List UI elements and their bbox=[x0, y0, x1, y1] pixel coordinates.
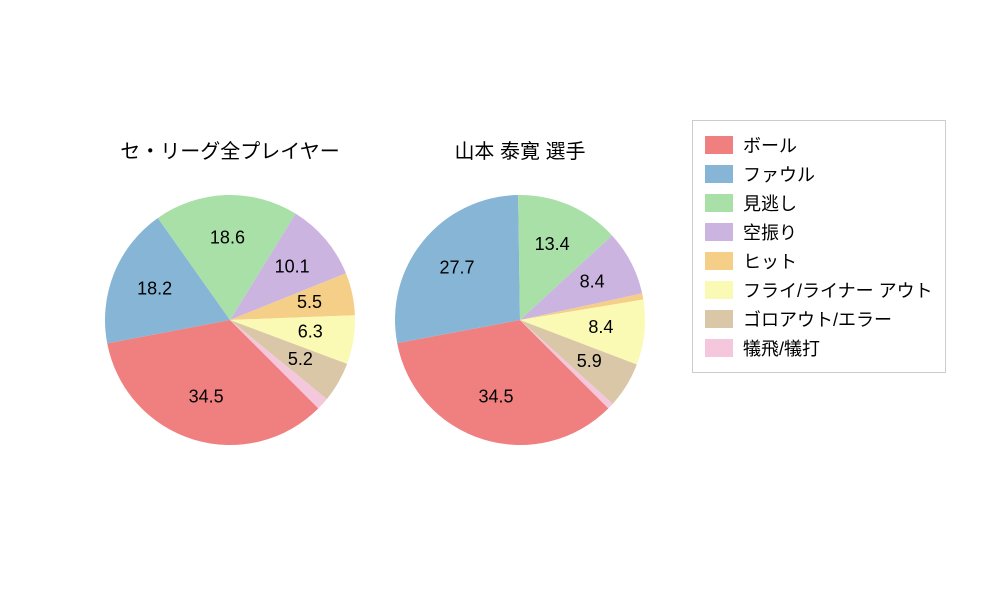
legend-item: ゴロアウト/エラー bbox=[705, 306, 933, 332]
legend-swatch bbox=[705, 223, 733, 241]
legend-item: 犠飛/犠打 bbox=[705, 335, 933, 361]
legend-swatch bbox=[705, 165, 733, 183]
slice-value-label: 27.7 bbox=[440, 257, 475, 277]
legend-swatch bbox=[705, 194, 733, 212]
legend-item: 見逃し bbox=[705, 190, 933, 216]
legend-item: ボール bbox=[705, 132, 933, 158]
legend-swatch bbox=[705, 252, 733, 270]
slice-value-label: 8.4 bbox=[580, 271, 605, 291]
legend-swatch bbox=[705, 339, 733, 357]
legend-item: フライ/ライナー アウト bbox=[705, 277, 933, 303]
legend-item: 空振り bbox=[705, 219, 933, 245]
legend-label: ボール bbox=[743, 132, 797, 158]
legend: ボール ファウル 見逃し 空振り ヒット フライ/ライナー アウト ゴロアウト/… bbox=[692, 120, 946, 373]
legend-label: 空振り bbox=[743, 219, 797, 245]
slice-value-label: 8.4 bbox=[588, 317, 613, 337]
chart-container: セ・リーグ全プレイヤー 34.518.218.610.15.56.35.2 山本… bbox=[0, 0, 1000, 600]
slice-value-label: 13.4 bbox=[535, 234, 570, 254]
legend-label: ファウル bbox=[743, 161, 815, 187]
legend-swatch bbox=[705, 310, 733, 328]
legend-label: フライ/ライナー アウト bbox=[743, 277, 933, 303]
legend-label: ヒット bbox=[743, 248, 797, 274]
legend-label: ゴロアウト/エラー bbox=[743, 306, 892, 332]
legend-item: ファウル bbox=[705, 161, 933, 187]
legend-item: ヒット bbox=[705, 248, 933, 274]
legend-label: 見逃し bbox=[743, 190, 797, 216]
slice-value-label: 34.5 bbox=[479, 386, 514, 406]
legend-label: 犠飛/犠打 bbox=[743, 335, 820, 361]
legend-swatch bbox=[705, 136, 733, 154]
slice-value-label: 5.9 bbox=[577, 351, 602, 371]
legend-swatch bbox=[705, 281, 733, 299]
